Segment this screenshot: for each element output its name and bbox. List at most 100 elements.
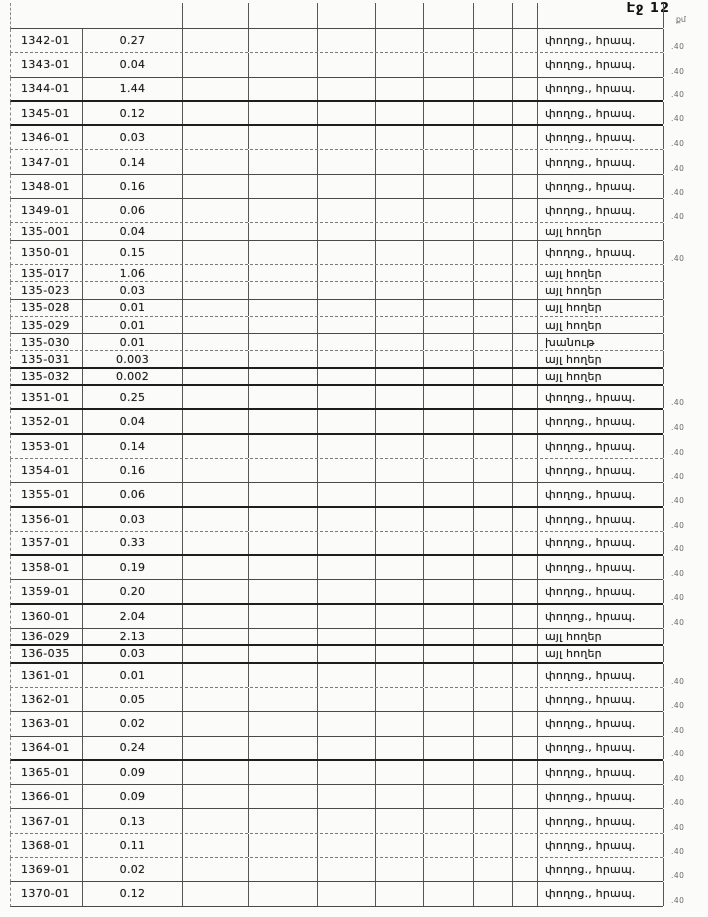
empty-cell [249, 126, 318, 150]
empty-cell [376, 604, 424, 629]
empty-cell [474, 316, 513, 334]
margin-unit-note: 40 [671, 472, 684, 481]
margin-unit-note: 40 [671, 544, 684, 553]
empty-cell [474, 663, 513, 687]
empty-cell [318, 223, 376, 240]
table-row: 1361-01 0.01 փողոց., հրապ. 40 [10, 663, 684, 688]
empty-cell [249, 882, 318, 906]
table-row-partial [10, 3, 664, 29]
empty-cell [249, 334, 318, 351]
area-value-cell: 0.13 [83, 809, 183, 833]
empty-cell [424, 809, 474, 833]
table-row: 1367-01 0.13 փողոց., հրապ. 40 [10, 809, 684, 834]
table-row: 135-032 0.002 այլ հողեր [10, 368, 664, 387]
empty-cell [183, 736, 249, 759]
empty-cell [424, 126, 474, 150]
empty-cell [424, 410, 474, 433]
empty-cell [474, 736, 513, 759]
usage-cell: փողոց., հրապ. [538, 199, 664, 223]
empty-cell [424, 687, 474, 712]
table-row: 1348-01 0.16 փողոց., հրապ. 40 [10, 174, 684, 200]
table-row: 135-030 0.01 խանութ [10, 334, 664, 352]
parcel-id-cell: 135-032 [11, 368, 83, 385]
area-value-cell: 0.03 [83, 126, 183, 150]
empty-cell [376, 299, 424, 316]
margin-unit-note: 40 [671, 423, 684, 432]
usage-cell: այլ հողեր [538, 351, 664, 367]
area-value-cell: 1.44 [83, 77, 183, 100]
empty-cell [513, 483, 538, 506]
empty-cell [474, 3, 513, 28]
empty-cell [513, 410, 538, 433]
empty-cell [318, 857, 376, 882]
empty-cell [513, 785, 538, 809]
parcel-id-cell: 136-035 [11, 646, 83, 662]
empty-cell [249, 368, 318, 385]
empty-cell [376, 53, 424, 77]
margin-unit-note: 40 [671, 398, 684, 407]
empty-cell [376, 410, 424, 433]
margin-unit-note: 40 [671, 896, 684, 905]
margin-unit-note: 40 [671, 726, 684, 735]
empty-cell [513, 663, 538, 687]
area-value-cell: 0.20 [83, 580, 183, 603]
parcel-id-cell: 1370-01 [11, 882, 83, 906]
table-row: 1350-01 0.15 փողոց., հրապ. 40 [10, 240, 684, 265]
table-row: 135-029 0.01 այլ հողեր [10, 316, 664, 335]
usage-cell: այլ հողեր [538, 299, 664, 316]
empty-cell [513, 736, 538, 759]
margin-unit-note: 40 [671, 618, 684, 627]
empty-cell [376, 531, 424, 555]
table-row: 1349-01 0.06 փողոց., հրապ. 40 [10, 199, 684, 224]
empty-cell [474, 386, 513, 409]
usage-cell: փողոց., հրապ. [538, 434, 664, 458]
area-value-cell: 0.05 [83, 687, 183, 712]
empty-cell [474, 507, 513, 531]
empty-cell [474, 282, 513, 299]
empty-cell [249, 809, 318, 833]
usage-cell: այլ հողեր [538, 223, 664, 240]
parcel-id-cell: 1357-01 [11, 531, 83, 555]
area-value-cell: 0.33 [83, 531, 183, 555]
empty-cell [249, 556, 318, 580]
table-row: 1347-01 0.14 փողոց., հրապ. 40 [10, 150, 684, 175]
table-row: 135-001 0.04 այլ հողեր [10, 223, 664, 241]
area-value-cell: 0.09 [83, 760, 183, 785]
empty-cell [513, 53, 538, 77]
empty-cell [474, 174, 513, 199]
usage-cell: փողոց., հրապ. [538, 101, 664, 125]
table-row: 1366-01 0.09 փողոց., հրապ. 40 [10, 785, 684, 810]
margin-unit-note: 40 [671, 67, 684, 76]
unit-header-label: քմ [675, 15, 686, 24]
empty-cell [183, 386, 249, 409]
empty-cell [424, 833, 474, 857]
table-row: 135-017 1.06 այլ հողեր [10, 264, 664, 283]
area-value-cell: 0.15 [83, 240, 183, 264]
table-row: 1342-01 0.27 փողոց., հրապ. 40 [10, 29, 684, 54]
empty-cell [376, 126, 424, 150]
empty-cell [513, 126, 538, 150]
empty-cell [424, 434, 474, 458]
empty-cell [513, 174, 538, 199]
empty-cell [376, 458, 424, 483]
table-row: 1356-01 0.03 փողոց., հրապ. 40 [10, 507, 684, 532]
usage-cell: այլ հողեր [538, 629, 664, 645]
empty-cell [318, 351, 376, 367]
table-row: 1344-01 1.44 փողոց., հրապ. 40 [10, 77, 684, 102]
empty-cell [249, 386, 318, 409]
empty-cell [513, 101, 538, 125]
empty-cell [474, 604, 513, 629]
empty-cell [249, 264, 318, 282]
empty-cell [376, 29, 424, 53]
empty-cell [318, 316, 376, 334]
empty-cell [376, 736, 424, 759]
empty-cell [249, 833, 318, 857]
empty-cell [376, 857, 424, 882]
empty-cell [183, 223, 249, 240]
empty-cell [513, 809, 538, 833]
empty-cell [513, 316, 538, 334]
parcel-id-cell: 1365-01 [11, 760, 83, 785]
empty-cell [474, 29, 513, 53]
empty-cell [513, 264, 538, 282]
empty-cell [474, 77, 513, 100]
